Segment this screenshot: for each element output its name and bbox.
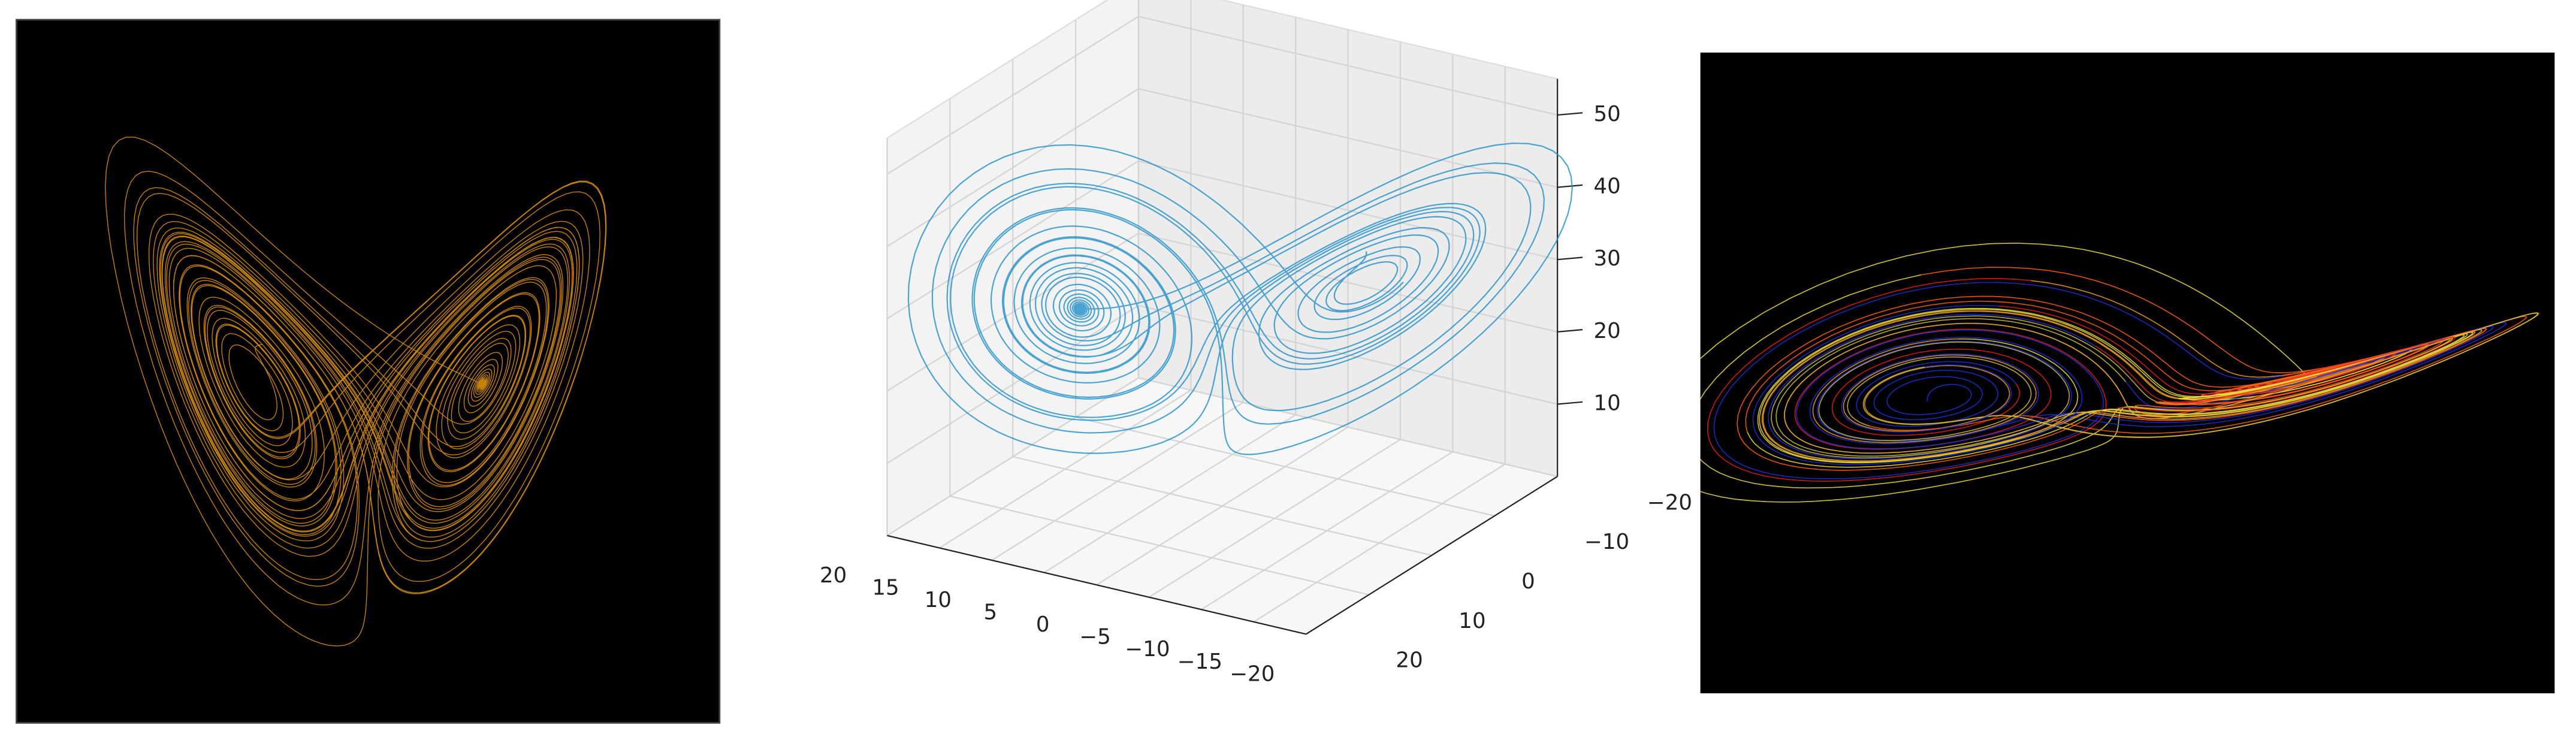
panel-right — [1700, 52, 2555, 694]
x-tick-label: 10 — [925, 588, 952, 612]
trajectory-segment — [1737, 295, 2487, 471]
grid-line — [886, 16, 1139, 175]
grid-line — [1075, 416, 1495, 517]
trajectory-segment — [1707, 277, 2107, 482]
x-tick-label: 20 — [820, 563, 847, 588]
z-tick-label: 50 — [1593, 102, 1620, 126]
grid-line — [1138, 160, 1558, 261]
trajectory-segment — [1856, 361, 2017, 427]
grid-line — [886, 88, 1139, 247]
y-tick-label: 10 — [1458, 609, 1485, 633]
z-tick — [1557, 329, 1583, 333]
attractor-right — [1700, 242, 2539, 503]
z-tick — [1557, 184, 1583, 188]
grid-line — [886, 160, 1139, 319]
x-tick-label: −5 — [1079, 625, 1111, 650]
trajectory-segment — [1757, 307, 2474, 464]
trajectory-segment — [1784, 312, 2539, 454]
x-tick-label: 0 — [1036, 612, 1050, 637]
grid-line — [1138, 377, 1558, 478]
y-tick-label: 0 — [1521, 569, 1535, 594]
z-tick — [1557, 401, 1583, 405]
grid-line — [1013, 456, 1432, 556]
z-tick-label: 20 — [1593, 319, 1620, 343]
grid-line — [886, 305, 1139, 464]
trajectory-segment — [1752, 305, 2083, 466]
x-tick-label: −10 — [1125, 637, 1170, 662]
panel-left — [16, 19, 721, 724]
x-tick-label: 15 — [872, 575, 899, 600]
grid-line — [1138, 16, 1558, 116]
trajectory — [105, 137, 607, 647]
grid-line — [950, 495, 1369, 596]
trajectory-segment — [1998, 305, 2456, 412]
attractor-left — [105, 137, 607, 647]
x-tick-label: −20 — [1230, 662, 1275, 686]
z-tick-label: 10 — [1593, 391, 1620, 415]
trajectory-segment — [1768, 313, 2507, 460]
y-axis-line — [1306, 476, 1558, 635]
grid-line — [1138, 87, 1558, 188]
z-tick-label: 40 — [1593, 174, 1620, 199]
y-tick-label: 20 — [1396, 648, 1423, 673]
grid-line — [1138, 304, 1558, 405]
y-tick-label: −20 — [1647, 490, 1692, 515]
trajectory-segment — [1771, 315, 2317, 458]
y-tick-label: −10 — [1584, 530, 1629, 554]
trajectory-segment — [1713, 282, 2494, 479]
x-axis-line — [887, 534, 1306, 635]
trajectory — [907, 142, 1573, 455]
z-tick — [1557, 256, 1583, 261]
z-tick — [1557, 112, 1583, 116]
x-tick-label: 5 — [984, 600, 998, 625]
z-tick-label: 30 — [1593, 246, 1620, 271]
x-tick-label: −15 — [1177, 650, 1222, 674]
